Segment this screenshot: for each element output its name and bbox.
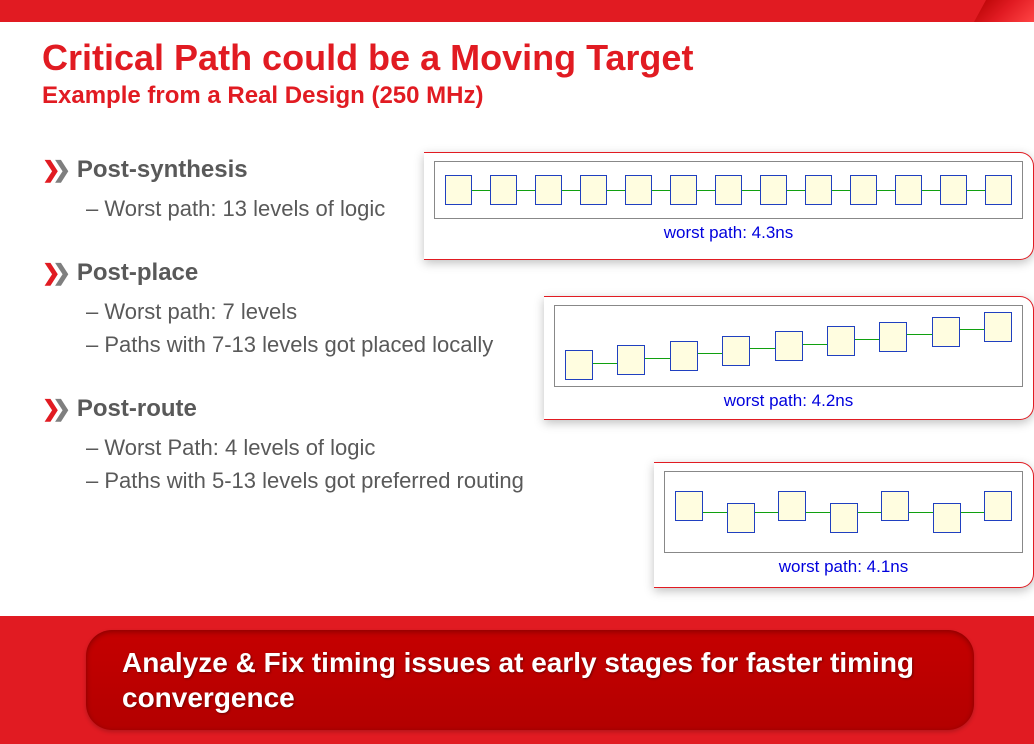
slide-subtitle: Example from a Real Design (250 MHz) (42, 82, 994, 110)
callout-text: Analyze & Fix timing issues at early sta… (122, 645, 938, 715)
section-heading: ❯❯ Post-route (42, 395, 582, 423)
diagram-caption: worst path: 4.2ns (554, 391, 1023, 411)
bullet-item: – Paths with 7-13 levels got placed loca… (86, 328, 582, 361)
bullet-item: – Worst path: 7 levels (86, 295, 582, 328)
diagram-post-route: worst path: 4.1ns (654, 462, 1034, 588)
section-post-route: ❯❯ Post-route – Worst Path: 4 levels of … (42, 395, 582, 497)
schematic-image (554, 305, 1023, 387)
chevron-icon: ❯❯ (42, 260, 63, 286)
section-post-place: ❯❯ Post-place – Worst path: 7 levels – P… (42, 259, 582, 361)
top-brand-bar (0, 0, 1034, 22)
title-block: Critical Path could be a Moving Target E… (42, 38, 994, 110)
schematic-image (434, 161, 1023, 219)
diagram-post-synthesis: worst path: 4.3ns (424, 152, 1034, 260)
section-heading: ❯❯ Post-place (42, 259, 582, 287)
diagram-post-place: worst path: 4.2ns (544, 296, 1034, 420)
section-heading-text: Post-route (77, 395, 197, 423)
bullet-item: – Paths with 5-13 levels got preferred r… (86, 464, 582, 497)
chevron-icon: ❯❯ (42, 396, 63, 422)
schematic-image (664, 471, 1023, 553)
section-heading-text: Post-place (77, 259, 198, 287)
slide-title: Critical Path could be a Moving Target (42, 38, 994, 78)
diagram-caption: worst path: 4.3ns (434, 223, 1023, 243)
callout-box: Analyze & Fix timing issues at early sta… (86, 630, 974, 730)
diagram-caption: worst path: 4.1ns (664, 557, 1023, 577)
section-heading-text: Post-synthesis (77, 156, 248, 184)
bullet-item: – Worst Path: 4 levels of logic (86, 431, 582, 464)
chevron-icon: ❯❯ (42, 157, 63, 183)
